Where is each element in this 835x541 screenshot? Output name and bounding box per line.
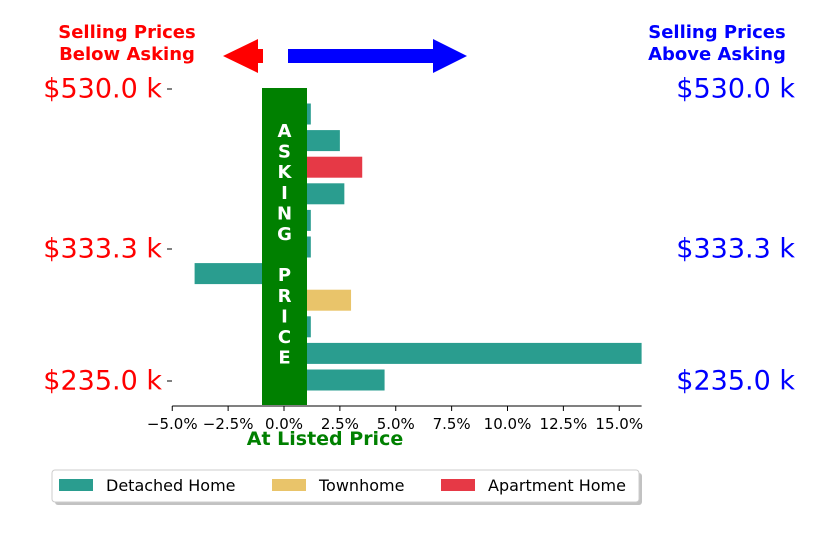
- price-label-left-2: $235.0 k: [43, 366, 162, 397]
- x-tick-label-0: −5.0%: [147, 415, 198, 433]
- price-label-right-0: $530.0 k: [676, 74, 795, 105]
- price-label-right-2: $235.0 k: [676, 366, 795, 397]
- header-right-line1: Selling Prices: [648, 22, 785, 43]
- right-arrow-icon: [288, 39, 467, 73]
- x-tick-label-5: 7.5%: [433, 415, 471, 433]
- asking-letter-10: C: [278, 327, 291, 348]
- bar-6: [194, 263, 284, 285]
- x-tick-label-1: −2.5%: [203, 415, 254, 433]
- header-right-line2: Above Asking: [648, 44, 786, 65]
- header-left-line2: Below Asking: [59, 44, 195, 65]
- asking-letter-0: A: [278, 121, 292, 142]
- legend-swatch-1: [272, 479, 306, 491]
- asking-letter-3: I: [281, 183, 288, 204]
- asking-price-band: [262, 88, 307, 405]
- asking-letter-4: N: [277, 203, 292, 224]
- x-axis: −5.0% −2.5% 0.0% 2.5% 5.0% 7.5% 10.0% 12.5% 15.0…: [147, 405, 643, 433]
- x-tick-label-7: 12.5%: [540, 415, 588, 433]
- legend-label-1: Townhome: [318, 476, 404, 495]
- asking-letter-11: E: [278, 348, 290, 369]
- legend-swatch-0: [59, 479, 93, 491]
- asking-letter-7: P: [278, 265, 291, 286]
- price-label-left-1: $333.3 k: [43, 234, 162, 265]
- header-left-line1: Selling Prices: [58, 22, 195, 43]
- bar-10: [284, 369, 385, 391]
- asking-letter-8: R: [278, 286, 292, 307]
- x-axis-label: At Listed Price: [247, 428, 403, 450]
- price-label-left-0: $530.0 k: [43, 74, 162, 105]
- left-arrow-icon: [223, 39, 263, 73]
- asking-letter-5: G: [277, 224, 292, 245]
- legend: Detached Home Townhome Apartment Home: [51, 469, 642, 505]
- asking-letter-9: I: [281, 306, 288, 327]
- x-tick-label-3: 2.5%: [321, 415, 359, 433]
- x-tick-label-2: 0.0%: [265, 415, 303, 433]
- legend-swatch-2: [441, 479, 475, 491]
- price-labels: $530.0 k $530.0 k $333.3 k $333.3 k $235.0 k…: [43, 74, 795, 397]
- bar-9: [284, 342, 642, 364]
- asking-letter-2: K: [278, 162, 293, 183]
- x-tick-label-4: 5.0%: [377, 415, 415, 433]
- legend-label-0: Detached Home: [106, 476, 236, 495]
- asking-letter-1: S: [278, 142, 291, 163]
- price-label-right-1: $333.3 k: [676, 234, 795, 265]
- bars-layer: [194, 103, 642, 391]
- x-tick-label-8: 15.0%: [595, 415, 643, 433]
- legend-label-2: Apartment Home: [488, 476, 626, 495]
- x-tick-label-6: 10.0%: [484, 415, 532, 433]
